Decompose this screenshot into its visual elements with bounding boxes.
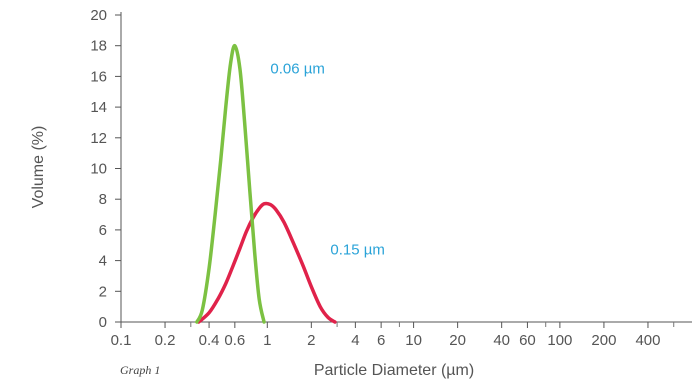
y-tick-label: 0	[99, 314, 107, 331]
series-annotation: 0.06 µm	[270, 60, 325, 77]
y-tick-label: 16	[90, 68, 107, 85]
x-tick-label: 4	[351, 332, 359, 349]
x-axis-title: Particle Diameter (µm)	[314, 362, 474, 379]
axes	[120, 12, 692, 323]
y-tick-label: 14	[90, 99, 107, 116]
y-tick-label: 12	[90, 130, 107, 147]
x-tick-label: 0.1	[111, 332, 132, 349]
y-tick-label: 8	[99, 191, 107, 208]
series-layer	[195, 43, 337, 324]
graph-caption: Graph 1	[120, 363, 160, 377]
x-tick-label: 1	[263, 332, 271, 349]
series-annotation: 0.15 µm	[330, 241, 385, 258]
y-tick-label: 6	[99, 222, 107, 239]
x-tick-label: 0.6	[224, 332, 245, 349]
x-tick-label: 20	[449, 332, 466, 349]
series-line-0-06um	[195, 43, 266, 324]
series-line-0-15um	[197, 201, 337, 324]
y-ticks: 0 2 4 6 8 10 12 14 16 18 20	[90, 7, 121, 331]
x-tick-label: 10	[405, 332, 422, 349]
x-tick-label: 200	[591, 332, 616, 349]
y-tick-label: 2	[99, 283, 107, 300]
x-tick-label: 0.4	[199, 332, 220, 349]
y-axis-title: Volume (%)	[30, 126, 47, 209]
y-tick-label: 10	[90, 161, 107, 178]
y-tick-label: 18	[90, 38, 107, 55]
x-tick-label: 40	[493, 332, 510, 349]
x-tick-label: 400	[635, 332, 660, 349]
annotations: 0.06 µm 0.15 µm	[270, 60, 385, 258]
x-tick-label: 0.2	[155, 332, 176, 349]
x-ticks: 0.1 0.2 0.4 0.6 1 2 4 6 10 20 40 60 100 200 400	[111, 322, 675, 349]
x-tick-label: 100	[547, 332, 572, 349]
x-tick-label: 6	[377, 332, 385, 349]
x-tick-label: 60	[519, 332, 536, 349]
x-tick-label: 2	[307, 332, 315, 349]
y-tick-label: 20	[90, 7, 107, 24]
y-tick-label: 4	[99, 253, 107, 270]
